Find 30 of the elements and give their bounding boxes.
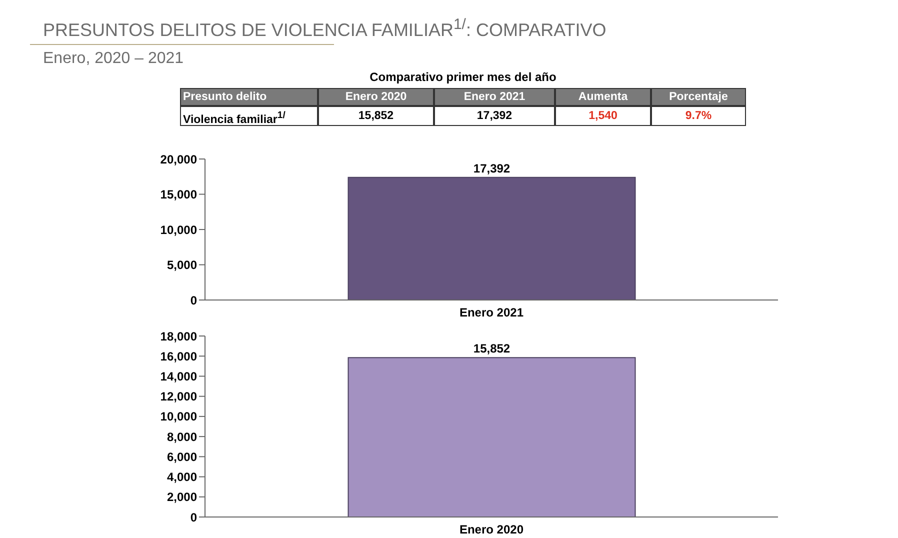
y-tick-label: 2,000 [166, 490, 198, 504]
y-tick-label: 18,000 [160, 329, 198, 344]
y-tick-label: 10,000 [160, 410, 198, 424]
y-tick-label: 20,000 [160, 152, 198, 166]
text: Violencia familiar$^{1/}$ [180, 106, 318, 126]
text: Enero, 2020 – 2021 [43, 50, 184, 68]
y-tick-label: 10,000 [160, 222, 198, 237]
text: 9.7% [651, 106, 746, 126]
y-tick-label: 0 [190, 293, 198, 308]
text: 1,540 [555, 106, 651, 126]
text: 17,392 [434, 106, 555, 126]
y-tick-label: 4,000 [166, 470, 198, 484]
data-label: 17,392 [473, 161, 510, 176]
data-label: 15,852 [473, 342, 510, 356]
y-tick-label: 15,000 [160, 188, 198, 202]
y-tick-label: 14,000 [160, 369, 198, 384]
text: PRESUNTOS DELITOS DE VIOLENCIA FAMILIAR$^{1/}$: COMPARATIVO [43, 16, 606, 41]
text: Presunto delito [180, 88, 318, 106]
y-tick-label: 16,000 [160, 349, 198, 364]
text: Comparativo primer mes del año [368, 70, 558, 84]
text: 15,852 [318, 106, 434, 126]
y-tick-label: 5,000 [166, 258, 198, 272]
y-tick-label: 6,000 [166, 450, 198, 464]
y-tick-label: 12,000 [160, 390, 198, 404]
text: Porcentaje [651, 88, 746, 106]
y-tick-label: 8,000 [166, 430, 198, 444]
text: Aumenta [555, 88, 651, 106]
text: Enero 2021 [434, 88, 555, 106]
text: Enero 2020 [318, 88, 434, 106]
y-tick-label: 0 [190, 510, 198, 524]
